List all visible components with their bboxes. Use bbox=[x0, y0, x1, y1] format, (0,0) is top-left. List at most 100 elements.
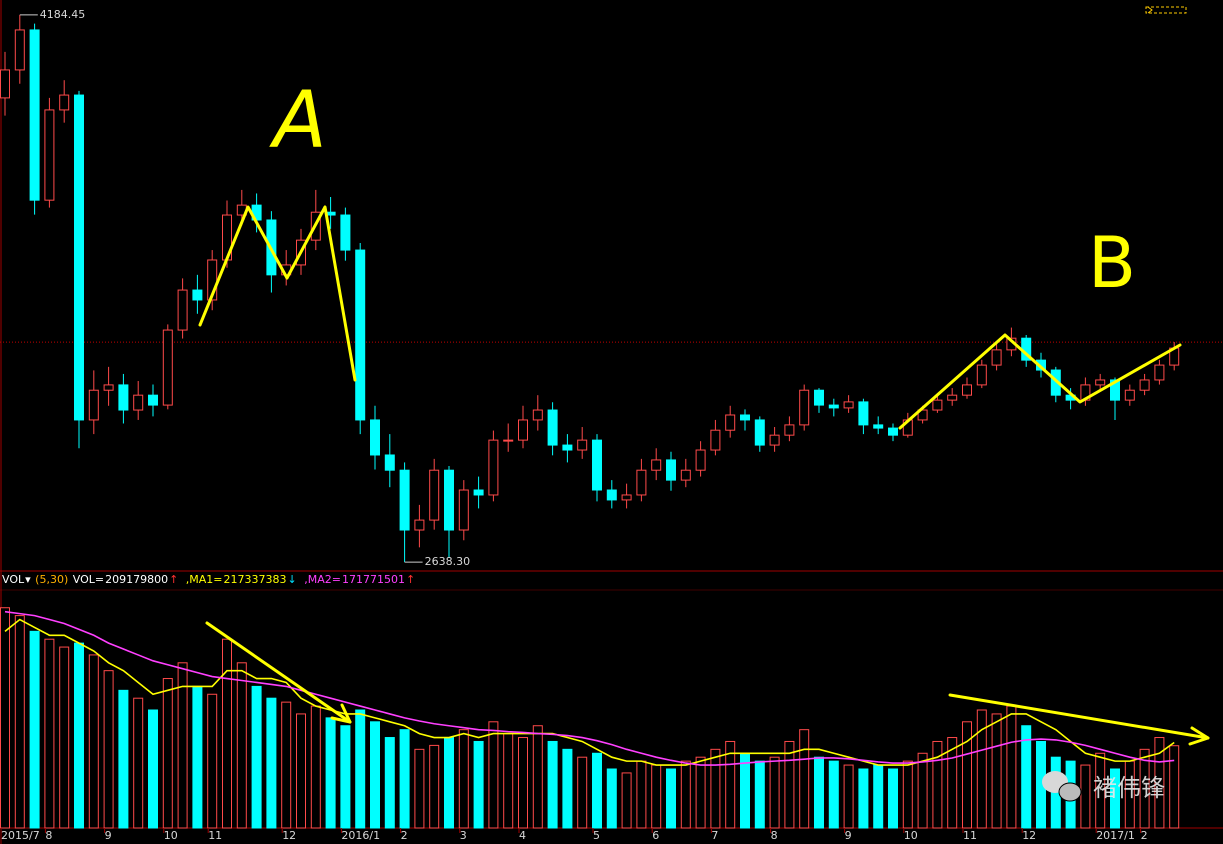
volume-bar bbox=[414, 748, 425, 829]
volume-bar bbox=[429, 744, 440, 829]
volume-bar bbox=[296, 713, 306, 829]
volume-bar bbox=[962, 721, 972, 829]
candle-body bbox=[1124, 389, 1135, 401]
candle-body bbox=[858, 401, 869, 426]
volume-bar bbox=[873, 764, 884, 829]
volume-bar bbox=[281, 701, 292, 829]
candle-body bbox=[1154, 364, 1165, 381]
candle-body bbox=[888, 427, 898, 436]
volume-bar bbox=[814, 756, 824, 829]
volume-bar bbox=[888, 768, 898, 829]
volume-bar bbox=[976, 709, 987, 829]
volume-panel bbox=[0, 607, 1180, 829]
volume-bar bbox=[991, 713, 1002, 829]
volume-bar bbox=[103, 670, 114, 829]
volume-bar bbox=[666, 768, 676, 829]
x-tick-label: 2016/1 bbox=[341, 829, 380, 842]
volume-bar bbox=[695, 756, 706, 829]
volume-bar bbox=[59, 646, 70, 829]
top-right-marker bbox=[1145, 6, 1187, 14]
volume-bar bbox=[1110, 768, 1120, 829]
candle-body bbox=[473, 489, 484, 496]
volume-bar bbox=[917, 752, 928, 829]
volume-bar bbox=[458, 729, 469, 829]
candle-body bbox=[488, 439, 499, 496]
volume-bar bbox=[1095, 752, 1106, 829]
candle-body bbox=[651, 459, 662, 471]
price-panel: 4184.45 2638.30 bbox=[0, 8, 1223, 568]
max-label: 4184.45 bbox=[40, 8, 86, 21]
candle-body bbox=[177, 289, 188, 331]
candle-body bbox=[162, 329, 173, 406]
x-tick-label: 6 bbox=[652, 829, 659, 842]
candle-body bbox=[962, 384, 972, 396]
volume-bar bbox=[207, 693, 218, 829]
volume-bar bbox=[355, 709, 366, 829]
candle-body bbox=[828, 404, 839, 409]
readout-label: VOL= bbox=[72, 573, 105, 586]
volume-bar bbox=[444, 737, 454, 829]
pattern-a-line bbox=[198, 205, 357, 382]
volume-bar bbox=[858, 768, 869, 829]
min-label: 2638.30 bbox=[425, 555, 471, 568]
candle-body bbox=[562, 444, 573, 451]
marker bbox=[1145, 6, 1187, 14]
volume-bar bbox=[577, 756, 588, 829]
candle-body bbox=[88, 389, 99, 421]
candle-body bbox=[606, 489, 617, 501]
candle-body bbox=[532, 409, 543, 421]
volume-bar bbox=[725, 740, 736, 829]
volume-bar bbox=[133, 697, 144, 829]
volume-bar bbox=[192, 685, 203, 829]
indicator-name: VOL bbox=[2, 573, 25, 586]
candle-body bbox=[133, 394, 144, 411]
watermark: 褚伟锋 bbox=[1035, 768, 1165, 803]
volume-bar bbox=[14, 615, 25, 829]
candle-body bbox=[769, 434, 780, 446]
annotation-b: B bbox=[1088, 222, 1136, 304]
volume-bar bbox=[384, 737, 395, 829]
volume-bar bbox=[680, 760, 691, 829]
volume-trend-arrow bbox=[205, 621, 352, 724]
readout-value: 217337383 bbox=[223, 573, 287, 586]
candle-body bbox=[14, 29, 25, 71]
volume-bar bbox=[148, 709, 158, 829]
dropdown-glyph: ▾ bbox=[25, 573, 31, 586]
candle-body bbox=[784, 424, 795, 436]
moving-average-line bbox=[4, 610, 1175, 766]
x-tick-label: 11 bbox=[208, 829, 222, 842]
candle-body bbox=[429, 469, 440, 521]
indicator-params: (5,30) bbox=[35, 573, 69, 586]
x-tick-label: 10 bbox=[904, 829, 918, 842]
candle-body bbox=[814, 389, 824, 406]
candle-body bbox=[695, 449, 706, 471]
volume-bar bbox=[828, 760, 839, 829]
candle-body bbox=[976, 364, 987, 386]
x-tick-label: 12 bbox=[282, 829, 296, 842]
volume-bar bbox=[370, 721, 380, 829]
readout-label: ,MA2= bbox=[304, 573, 341, 586]
volume-header: VOL▾ (5,30) VOL=209179800↑ ,MA1=21733738… bbox=[2, 573, 419, 586]
volume-bar bbox=[636, 760, 647, 829]
candle-body bbox=[103, 384, 114, 391]
readout-value: 209179800 bbox=[105, 573, 169, 586]
candle-body bbox=[710, 429, 721, 451]
candle-body bbox=[29, 29, 40, 201]
candle-body bbox=[621, 494, 632, 501]
volume-bar bbox=[266, 697, 277, 829]
candle-body bbox=[384, 454, 395, 471]
volume-bar bbox=[222, 638, 232, 829]
candle-body bbox=[340, 214, 351, 251]
pattern-b-line bbox=[898, 333, 1182, 430]
volume-bar bbox=[902, 760, 913, 829]
volume-bar bbox=[325, 717, 336, 829]
candle-body bbox=[636, 469, 647, 496]
candle-body bbox=[414, 519, 425, 531]
volume-bar bbox=[310, 705, 321, 829]
candle-body bbox=[547, 409, 558, 446]
trend-glyph: ↓ bbox=[287, 573, 297, 586]
trend-glyph: ↑ bbox=[405, 573, 416, 586]
candle-body bbox=[592, 439, 602, 491]
